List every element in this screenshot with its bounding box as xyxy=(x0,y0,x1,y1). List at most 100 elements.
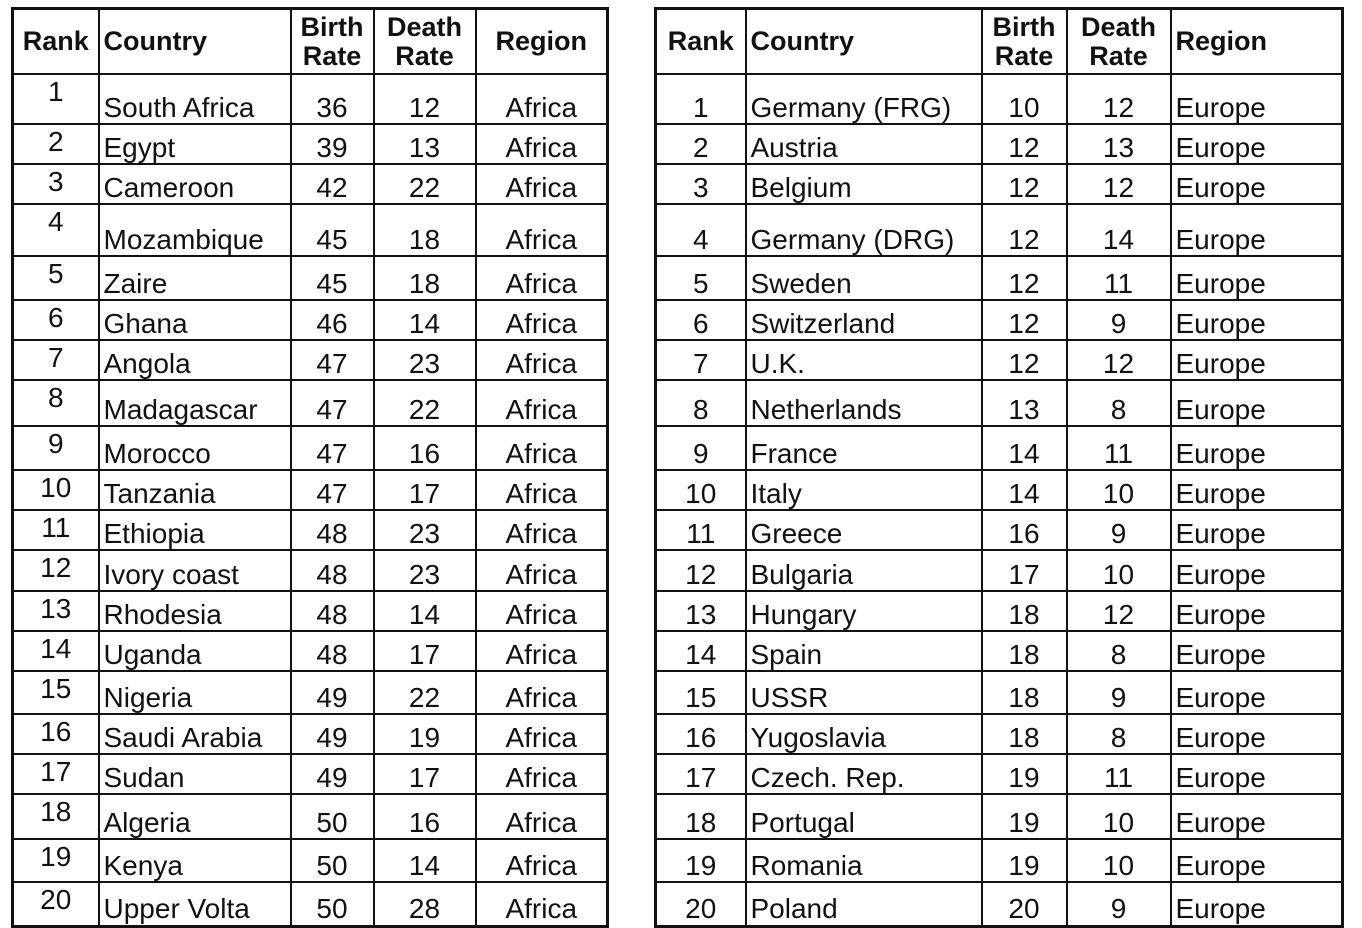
europe-table: Rank Country Birth Rate Death Rate Region … xyxy=(654,7,1344,928)
death-rate-cell: 8 xyxy=(1065,713,1172,755)
region-cell: Europe xyxy=(1169,339,1344,381)
region-cell: Africa xyxy=(474,590,609,632)
death-rate-cell: 14 xyxy=(372,838,477,883)
country-cell: Egypt xyxy=(97,123,292,165)
table-row: 18 Portugal 19 10 Europe xyxy=(654,793,1344,840)
rank-cell: 3 xyxy=(654,163,747,205)
birth-rate-cell: 12 xyxy=(980,123,1068,165)
rank-cell: 20 xyxy=(11,881,100,927)
birth-rate-cell: 48 xyxy=(289,549,375,592)
table-row: 10 Italy 14 10 Europe xyxy=(654,469,1344,511)
country-cell: Bulgaria xyxy=(744,549,983,592)
table-row: 5 Sweden 12 11 Europe xyxy=(654,255,1344,301)
death-rate-cell: 22 xyxy=(372,670,477,715)
table-row: 20 Poland 20 9 Europe xyxy=(654,881,1344,927)
country-cell: Spain xyxy=(744,630,983,672)
region-cell: Europe xyxy=(1169,469,1344,511)
table-row: 8 Madagascar 47 22 Africa xyxy=(11,379,609,427)
country-cell: France xyxy=(744,425,983,471)
table-row: 15 USSR 18 9 Europe xyxy=(654,670,1344,715)
table-row: 7 Angola 47 23 Africa xyxy=(11,339,609,381)
country-cell: Germany (FRG) xyxy=(744,73,983,125)
birth-rate-cell: 14 xyxy=(980,469,1068,511)
birth-rate-header: Birth Rate xyxy=(289,7,375,75)
rank-cell: 16 xyxy=(11,713,100,755)
country-cell: Kenya xyxy=(97,838,292,883)
region-cell: Europe xyxy=(1169,590,1344,632)
rank-cell: 17 xyxy=(654,753,747,795)
table-row: 11 Ethiopia 48 23 Africa xyxy=(11,509,609,551)
birth-rate-cell: 16 xyxy=(980,509,1068,551)
death-rate-cell: 12 xyxy=(372,73,477,125)
table-row: 17 Czech. Rep. 19 11 Europe xyxy=(654,753,1344,795)
country-cell: Hungary xyxy=(744,590,983,632)
death-rate-cell: 17 xyxy=(372,753,477,795)
rank-cell: 6 xyxy=(11,299,100,341)
country-cell: USSR xyxy=(744,670,983,715)
death-rate-header: Death Rate xyxy=(1065,7,1172,75)
country-cell: Sudan xyxy=(97,753,292,795)
region-cell: Africa xyxy=(474,549,609,592)
table-row: 16 Saudi Arabia 49 19 Africa xyxy=(11,713,609,755)
table-row: 20 Upper Volta 50 28 Africa xyxy=(11,881,609,927)
rank-cell: 9 xyxy=(654,425,747,471)
rank-cell: 12 xyxy=(654,549,747,592)
death-rate-cell: 11 xyxy=(1065,255,1172,301)
region-cell: Europe xyxy=(1169,753,1344,795)
table-row: 16 Yugoslavia 18 8 Europe xyxy=(654,713,1344,755)
africa-table-body: 1 South Africa 36 12 Africa 2 Egypt 39 13 Africa 3… xyxy=(11,73,609,927)
death-rate-cell: 17 xyxy=(372,630,477,672)
birth-rate-cell: 50 xyxy=(289,838,375,883)
table-row: 13 Rhodesia 48 14 Africa xyxy=(11,590,609,632)
birth-rate-cell: 39 xyxy=(289,123,375,165)
death-rate-cell: 11 xyxy=(1065,753,1172,795)
rank-cell: 8 xyxy=(11,379,100,427)
region-header: Region xyxy=(474,7,609,75)
death-rate-cell: 14 xyxy=(372,590,477,632)
table-row: 12 Ivory coast 48 23 Africa xyxy=(11,549,609,592)
birth-rate-header-line2: Rate xyxy=(994,40,1054,71)
rank-cell: 4 xyxy=(11,203,100,257)
death-rate-header-line1: Death xyxy=(1080,12,1156,43)
table-row: 4 Germany (DRG) 12 14 Europe xyxy=(654,203,1344,257)
country-cell: Cameroon xyxy=(97,163,292,205)
region-cell: Africa xyxy=(474,203,609,257)
rank-cell: 2 xyxy=(654,123,747,165)
region-cell: Europe xyxy=(1169,203,1344,257)
table-row: 13 Hungary 18 12 Europe xyxy=(654,590,1344,632)
table-row: 1 South Africa 36 12 Africa xyxy=(11,73,609,125)
rank-cell: 19 xyxy=(654,838,747,883)
rank-cell: 13 xyxy=(654,590,747,632)
rank-cell: 8 xyxy=(654,379,747,427)
birth-rate-cell: 19 xyxy=(980,793,1068,840)
birth-rate-cell: 49 xyxy=(289,753,375,795)
country-cell: Tanzania xyxy=(97,469,292,511)
rank-cell: 15 xyxy=(654,670,747,715)
africa-table: Rank Country Birth Rate Death Rate Region … xyxy=(11,7,609,928)
rank-header: Rank xyxy=(11,7,100,75)
rank-cell: 2 xyxy=(11,123,100,165)
region-cell: Europe xyxy=(1169,255,1344,301)
region-cell: Africa xyxy=(474,793,609,840)
country-cell: Mozambique xyxy=(97,203,292,257)
rank-cell: 9 xyxy=(11,425,100,471)
birth-rate-cell: 47 xyxy=(289,339,375,381)
birth-rate-cell: 42 xyxy=(289,163,375,205)
header-row: Rank Country Birth Rate Death Rate Region xyxy=(11,7,609,75)
country-cell: Austria xyxy=(744,123,983,165)
birth-rate-cell: 12 xyxy=(980,339,1068,381)
birth-rate-header-line1: Birth xyxy=(992,12,1056,43)
birth-rate-cell: 18 xyxy=(980,713,1068,755)
death-rate-cell: 11 xyxy=(1065,425,1172,471)
country-cell: Yugoslavia xyxy=(744,713,983,755)
table-row: 15 Nigeria 49 22 Africa xyxy=(11,670,609,715)
table-row: 11 Greece 16 9 Europe xyxy=(654,509,1344,551)
birth-rate-cell: 14 xyxy=(980,425,1068,471)
birth-rate-cell: 49 xyxy=(289,713,375,755)
region-cell: Africa xyxy=(474,713,609,755)
table-row: 6 Ghana 46 14 Africa xyxy=(11,299,609,341)
death-rate-cell: 14 xyxy=(372,299,477,341)
rank-cell: 5 xyxy=(654,255,747,301)
rank-cell: 3 xyxy=(11,163,100,205)
region-cell: Africa xyxy=(474,469,609,511)
